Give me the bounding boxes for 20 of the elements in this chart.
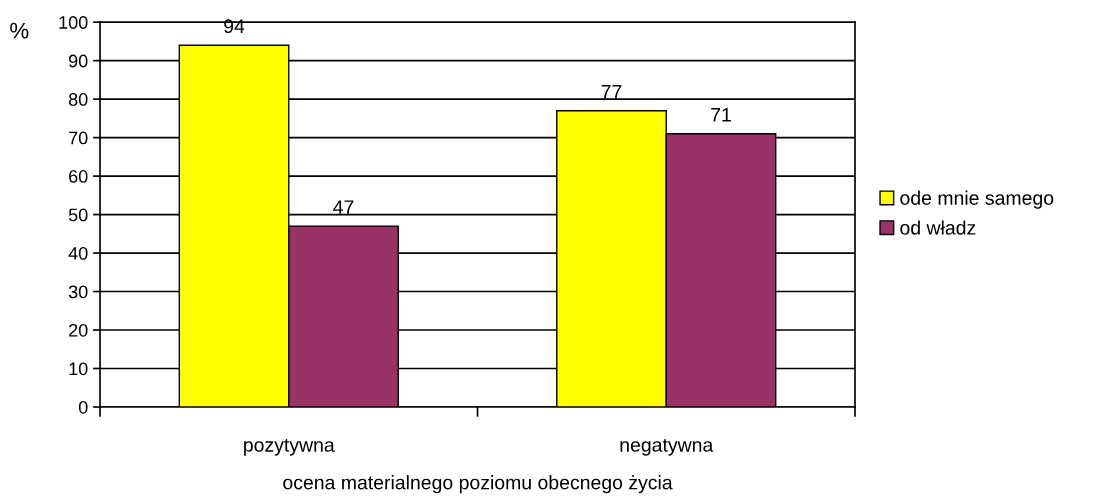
data-label: 47 — [333, 200, 354, 214]
data-label: 77 — [601, 84, 622, 99]
y-tick-label: 80 — [68, 93, 88, 106]
x-axis-title: ocena materialnego poziomu obecnego życia — [283, 475, 673, 494]
y-tick-label: 0 — [78, 400, 88, 414]
y-axis-title: % — [10, 22, 29, 39]
y-tick-label: 30 — [68, 285, 88, 299]
y-tick-label: 50 — [68, 208, 88, 222]
legend-label: ode mnie samego — [900, 190, 1054, 209]
y-tick-label: 10 — [69, 362, 88, 376]
y-tick-label: 40 — [68, 246, 88, 260]
y-tick-label: 90 — [69, 54, 88, 68]
data-label: 71 — [711, 108, 731, 122]
y-tick-label: 20 — [69, 323, 88, 337]
y-tick-label: 70 — [69, 131, 88, 145]
x-tick-label: pozytywna — [244, 439, 335, 456]
y-tick-label: 60 — [69, 170, 88, 183]
legend-label: od władz — [900, 220, 976, 235]
x-tick-label: negatywna — [620, 439, 714, 456]
y-tick-label: 100 — [59, 16, 88, 29]
